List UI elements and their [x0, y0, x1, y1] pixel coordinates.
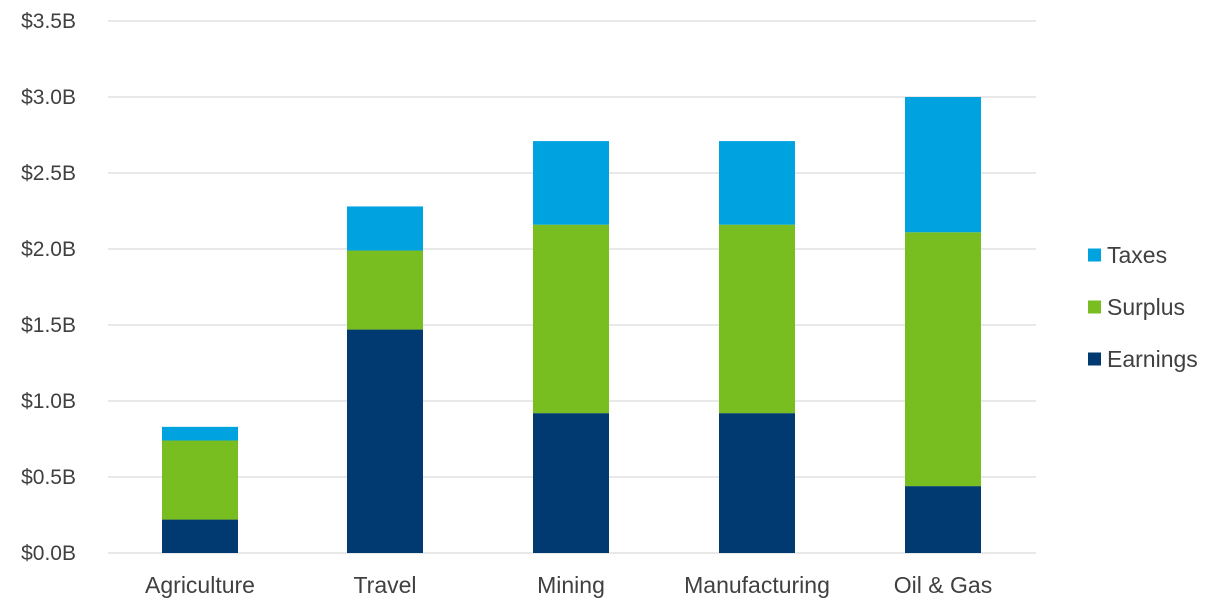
y-tick-label: $3.0B	[21, 86, 76, 109]
bar-segment-surplus	[347, 250, 423, 330]
legend-label: Taxes	[1107, 242, 1167, 268]
legend-item-earnings: Earnings	[1088, 346, 1198, 372]
y-tick-label: $2.0B	[21, 238, 76, 261]
legend-swatch	[1088, 300, 1101, 314]
legend-item-taxes: Taxes	[1088, 242, 1167, 268]
bar-segment-earnings	[347, 329, 423, 553]
bar-segment-earnings	[719, 413, 795, 553]
x-category-label: Oil & Gas	[894, 572, 992, 598]
legend-label: Earnings	[1107, 346, 1198, 372]
legend-swatch	[1088, 248, 1101, 262]
bars	[162, 97, 981, 553]
bar-segment-taxes	[719, 141, 795, 225]
y-axis-tick-labels: $0.0B $0.5B $1.0B $1.5B $2.0B $2.5B $3.0B $3.5B	[21, 10, 76, 565]
legend-item-surplus: Surplus	[1088, 294, 1185, 320]
x-category-label: Agriculture	[145, 572, 255, 598]
bar-segment-surplus	[533, 224, 609, 414]
bar-segment-earnings	[905, 486, 981, 553]
bar-segment-earnings	[533, 413, 609, 553]
y-tick-label: $1.0B	[21, 390, 76, 413]
bar-segment-surplus	[719, 224, 795, 414]
bar-segment-taxes	[533, 141, 609, 225]
bar-segment-earnings	[162, 519, 238, 553]
bar-segment-surplus	[162, 440, 238, 520]
bar-segment-taxes	[347, 206, 423, 251]
bar-segment-taxes	[905, 97, 981, 233]
y-tick-label: $3.5B	[21, 10, 76, 33]
x-category-label: Travel	[353, 572, 416, 598]
bar-segment-surplus	[905, 232, 981, 487]
y-tick-label: $0.5B	[21, 466, 76, 489]
legend: Taxes Surplus Earnings	[1088, 242, 1198, 372]
legend-swatch	[1088, 352, 1101, 366]
bar-segment-taxes	[162, 426, 238, 441]
y-tick-label: $1.5B	[21, 314, 76, 337]
y-tick-label: $0.0B	[21, 542, 76, 565]
x-category-label: Mining	[537, 572, 605, 598]
y-tick-label: $2.5B	[21, 162, 76, 185]
x-category-label: Manufacturing	[684, 572, 830, 598]
x-axis-category-labels: Agriculture Travel Mining Manufacturing Oil …	[145, 572, 992, 598]
legend-label: Surplus	[1107, 294, 1185, 320]
